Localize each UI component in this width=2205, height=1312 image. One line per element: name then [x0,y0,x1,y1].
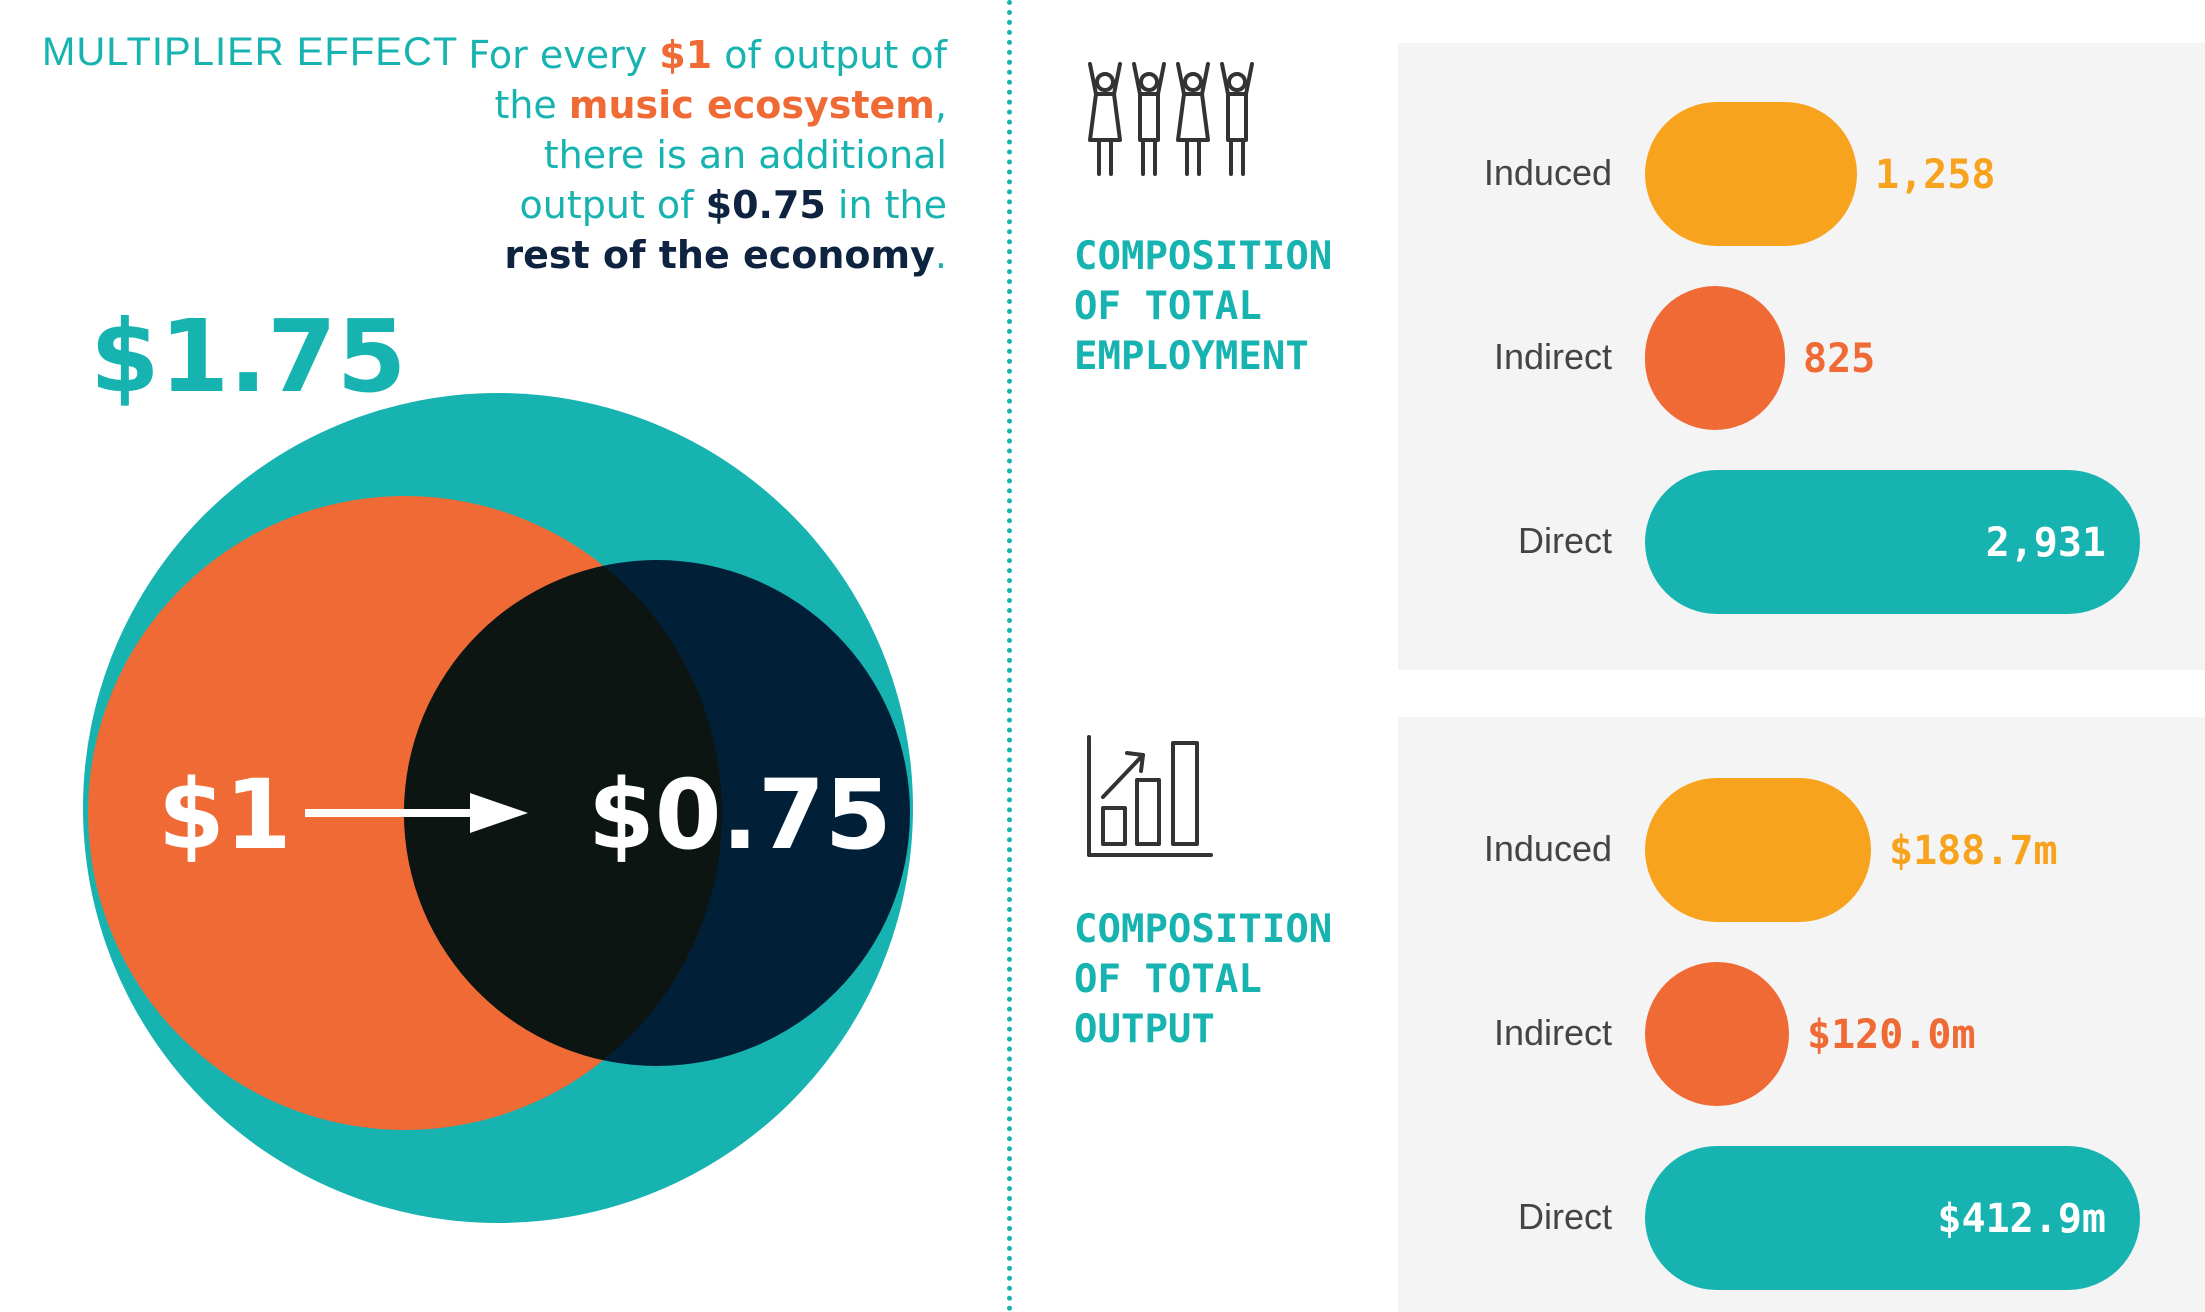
employment-label-induced: Induced [1483,152,1612,193]
output-value-direct: $412.9m [1937,1196,2106,1242]
employment-bar-indirect [1645,286,1785,430]
employment-bar-induced [1645,102,1857,246]
employment-value-indirect: 825 [1803,336,1876,382]
multiplier-title: MULTIPLIER EFFECT [42,30,459,74]
desc-part: of output of the [494,33,947,127]
output-value-induced: $188.7m [1889,828,2058,874]
section-divider [1007,0,1012,1312]
desc-part: in the [825,183,947,227]
output-label-direct: Direct [1517,1196,1612,1237]
desc-highlight-additional: $0.75 [705,183,826,227]
desc-part: . [934,233,947,277]
desc-part: For every [468,33,660,77]
output-bar-direct [1645,1146,2140,1290]
overlap-region [404,560,722,1066]
employment-title: COMPOSITION OF TOTAL EMPLOYMENT [1074,234,1333,379]
bar-chart-growth-icon [1087,735,1213,857]
desc-part: , there is an additional output of [519,83,948,227]
people-celebrating-icon [1088,62,1254,176]
desc-highlight-music: music ecosystem [568,83,935,127]
desc-highlight-dollar: $1 [659,33,713,77]
employment-value-direct: 2,931 [1985,520,2106,566]
employment-label-indirect: Indirect [1493,336,1612,377]
output-label-indirect: Indirect [1493,1012,1612,1053]
output-bar-induced [1645,778,1871,922]
multiplier-total: $1.75 [90,298,407,415]
employment-value-induced: 1,258 [1875,152,1996,198]
outer-label: $0.75 [588,759,892,871]
multiplier-venn-diagram: $1 $0.75 [83,393,913,1223]
employment-label-direct: Direct [1517,520,1612,561]
output-title: COMPOSITION OF TOTAL OUTPUT [1074,907,1333,1052]
output-value-indirect: $120.0m [1807,1012,1976,1058]
employment-bar-direct [1645,470,2140,614]
arrow-right-icon [305,793,528,833]
output-label-induced: Induced [1483,828,1612,869]
output-bar-indirect [1645,962,1789,1106]
inner-label: $1 [158,759,292,871]
desc-highlight-rest: rest of the economy [504,233,935,277]
multiplier-description: For every $1 of output of the music ecos… [450,30,947,280]
